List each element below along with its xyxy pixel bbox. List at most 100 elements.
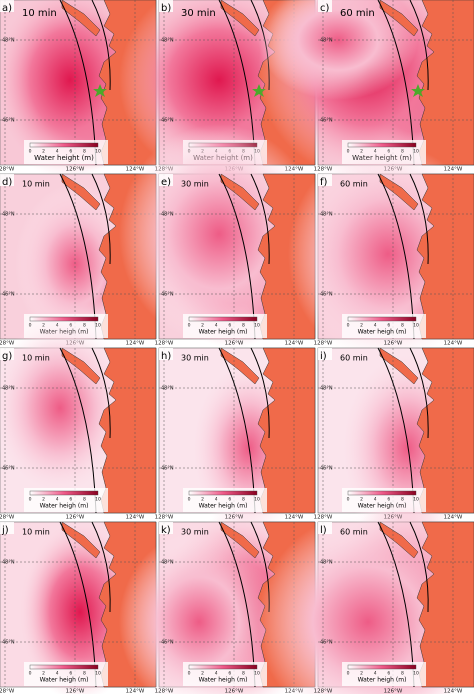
colorbar-label: Water heigh (m) xyxy=(358,329,407,336)
colorbar-tick-label: 2 xyxy=(201,497,204,503)
island xyxy=(220,173,260,211)
colorbar-tick-label: 0 xyxy=(29,323,32,329)
colorbar-tick-label: 4 xyxy=(374,497,377,503)
colorbar-tick-label: 8 xyxy=(401,323,404,329)
latitude-label: 48°N xyxy=(161,386,174,392)
longitude-label: 124°W xyxy=(126,515,145,521)
panel-label-box xyxy=(318,174,332,186)
latitude-label: 48°N xyxy=(320,386,333,392)
panel-label-box xyxy=(318,348,332,360)
colorbar-tick-label: 6 xyxy=(69,149,72,155)
longitude-label: 126°W xyxy=(225,689,244,695)
latitude-label: 46°N xyxy=(161,118,174,124)
longitude-label: 128°W xyxy=(0,341,15,347)
island xyxy=(61,0,101,37)
longitude-label: 124°W xyxy=(285,515,304,521)
colorbar-tick-label: 10 xyxy=(413,671,419,677)
colorbar-label: Water heigh (m) xyxy=(40,677,89,684)
colorbar-tick-label: 2 xyxy=(42,671,45,677)
island xyxy=(220,521,260,559)
land xyxy=(98,347,157,514)
latitude-label: 46°N xyxy=(2,466,15,472)
colorbar-tick-label: 0 xyxy=(29,497,32,503)
island xyxy=(220,0,260,37)
trench xyxy=(409,173,429,265)
longitude-label: 128°W xyxy=(0,515,15,521)
panel-label: c) xyxy=(320,3,329,14)
longitude-label: 124°W xyxy=(126,689,145,695)
colorbar-tick-label: 2 xyxy=(360,323,363,329)
panel: 48°N 46°N 128°W 126°W 124°W g) 10 min 0 2 4 6 8 10 Wa… xyxy=(0,318,157,521)
wave-height-field xyxy=(258,0,418,100)
colorbar-tick-label: 6 xyxy=(228,671,231,677)
longitude-label: 128°W xyxy=(155,341,174,347)
panel: 48°N 46°N 128°W 126°W 124°W a) 10 min 0 2 4 6 8 10Wa… xyxy=(0,0,157,180)
latitude-label: 46°N xyxy=(320,118,333,124)
colorbar-tick-label: 2 xyxy=(360,671,363,677)
colorbar-tick-label: 4 xyxy=(374,323,377,329)
latitude-label: 46°N xyxy=(2,292,15,298)
colorbar-tick-label: 0 xyxy=(188,497,191,503)
latitude-label: 48°N xyxy=(161,212,174,218)
longitude-label: 128°W xyxy=(314,689,333,695)
panel-label: j) xyxy=(1,525,9,536)
epicenter-star xyxy=(93,84,107,97)
colorbar-tick-label: 10 xyxy=(95,497,101,503)
longitude-label: 128°W xyxy=(314,341,333,347)
colorbar-tick-label: 8 xyxy=(83,497,86,503)
colorbar-label: Water height (m) xyxy=(34,154,94,162)
colorbar-label: Water heigh (m) xyxy=(199,677,248,684)
latitude-label: 48°N xyxy=(320,560,333,566)
colorbar-tick-label: 10 xyxy=(95,149,101,155)
colorbar-tick-label: 6 xyxy=(69,671,72,677)
time-label: 60 min xyxy=(340,528,368,537)
colorbar-tick-label: 8 xyxy=(242,323,245,329)
longitude-label: 124°W xyxy=(444,689,463,695)
colorbar-tick-label: 4 xyxy=(56,149,59,155)
colorbar-tick-label: 2 xyxy=(42,149,45,155)
colorbar-tick-label: 2 xyxy=(360,497,363,503)
colorbar-tick-label: 6 xyxy=(228,323,231,329)
longitude-label: 126°W xyxy=(66,515,85,521)
trench xyxy=(409,521,429,613)
epicenter-star xyxy=(411,84,425,97)
colorbar-tick-label: 2 xyxy=(201,323,204,329)
panel-label-box xyxy=(0,522,14,534)
colorbar-tick-label: 8 xyxy=(83,671,86,677)
trench xyxy=(91,347,111,439)
time-label: 60 min xyxy=(340,354,368,363)
panel-label: l) xyxy=(320,525,327,536)
time-label: 30 min xyxy=(181,180,209,189)
colorbar-tick-label: 8 xyxy=(401,671,404,677)
colorbar-tick-label: 0 xyxy=(347,323,350,329)
colorbar-tick-label: 10 xyxy=(254,323,260,329)
colorbar xyxy=(29,490,99,496)
colorbar-tick-label: 6 xyxy=(387,671,390,677)
longitude-label: 128°W xyxy=(314,515,333,521)
time-label: 30 min xyxy=(181,8,216,19)
time-label: 10 min xyxy=(22,8,57,19)
panel-label-box xyxy=(318,0,332,12)
panel-label: a) xyxy=(2,3,12,14)
panel: 48°N 46°N 128°W 126°W 124°W f) 60 min 0 2 4 6 8 10 Wa… xyxy=(288,144,474,364)
colorbar-tick-label: 6 xyxy=(228,497,231,503)
latitude-label: 46°N xyxy=(2,118,15,124)
colorbar-tick-label: 8 xyxy=(242,671,245,677)
latitude-label: 48°N xyxy=(2,212,15,218)
colorbar-tick-label: 8 xyxy=(401,497,404,503)
colorbar-tick-label: 6 xyxy=(69,497,72,503)
longitude-label: 124°W xyxy=(444,341,463,347)
latitude-label: 46°N xyxy=(2,640,15,646)
latitude-label: 48°N xyxy=(2,386,15,392)
colorbar-tick-label: 0 xyxy=(188,323,191,329)
colorbar-tick-label: 0 xyxy=(347,149,350,155)
colorbar-tick-label: 8 xyxy=(242,497,245,503)
latitude-label: 48°N xyxy=(2,560,15,566)
panel-label: b) xyxy=(161,3,171,14)
panel-label: i) xyxy=(320,351,327,362)
latitude-label: 46°N xyxy=(320,640,333,646)
colorbar-tick-label: 0 xyxy=(347,497,350,503)
colorbar xyxy=(347,664,417,670)
island xyxy=(379,173,419,211)
